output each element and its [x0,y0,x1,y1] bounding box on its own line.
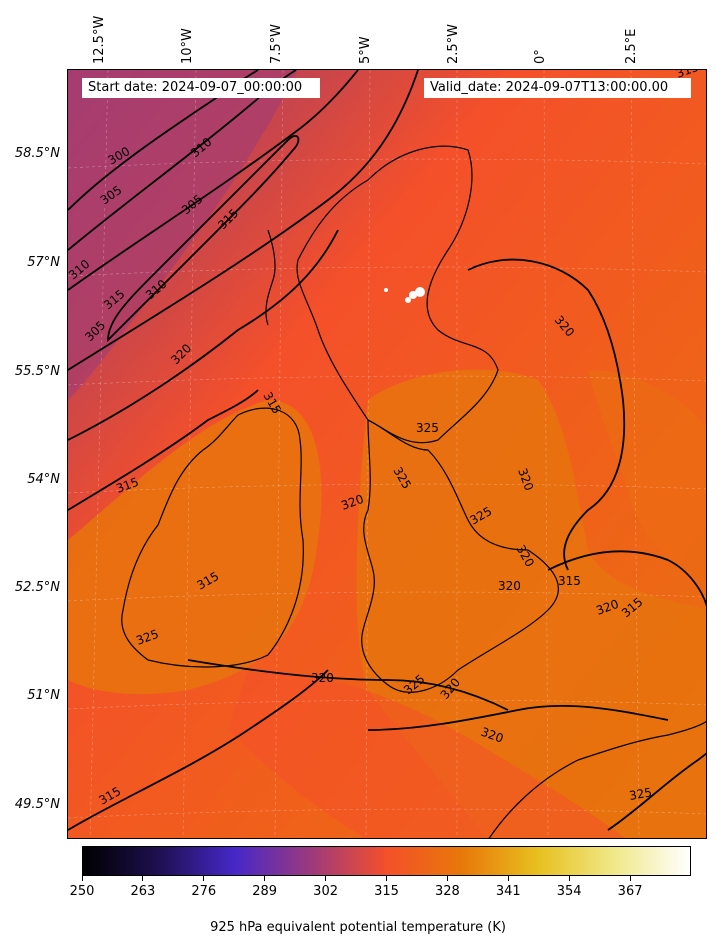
lat-label-51n: 51°N [27,688,60,703]
valid-date-label: Valid_date: 2024-09-07T13:00:00.00 [424,78,691,98]
england-wales-coast [361,419,559,693]
lon-label-7-5w: 7.5°W [269,23,284,64]
warm-sector-east [588,370,706,589]
colorbar-tick-label: 341 [495,884,521,899]
contour-315-east [547,550,706,607]
lat-label-55-5n: 55.5°N [14,364,60,379]
colorbar-tick [629,876,631,881]
colorbar-tick-label: 250 [69,884,95,899]
lat-label-52-5n: 52.5°N [14,580,60,595]
graticule [68,70,706,838]
colorbar-tick-label: 328 [434,884,460,899]
contour-310 [68,70,359,291]
lon-label-2-5e: 2.5°E [624,28,639,64]
lat-label-58-5n: 58.5°N [14,146,60,161]
colorbar-tick [264,876,266,881]
missing-data-patch [384,287,425,303]
colorbar-tick [81,876,83,881]
lon-label-2-5w: 2.5°W [446,23,461,64]
start-date-label: Start date: 2024-09-07_00:00:00 [82,78,320,98]
ireland-coast [121,407,304,668]
colorbar-tick-label: 367 [617,884,643,899]
colorbar [82,846,691,876]
contour-label: 315 [558,574,581,588]
contour-315-north [68,70,419,371]
contour-315-southwest [68,669,329,831]
colorbar-tick [142,876,144,881]
contour-305-loop [107,135,300,343]
contour-320-east [467,258,626,571]
contour-label: 320 [311,671,334,685]
map-panel: 315 300 310 305 305 315 310 310 315 305 … [67,69,707,839]
colorbar-tick [507,876,509,881]
colorbar-tick-label: 263 [130,884,156,899]
colorbar-tick [325,876,327,881]
colorbar-tick [446,876,448,881]
contour-label: 315 [674,70,700,81]
contour-315-ireland [68,389,259,511]
contour-325-france [607,752,706,831]
colorbar-tick [386,876,387,881]
lon-label-10w: 10°W [180,28,195,64]
colorbar-tick-label: 289 [252,884,278,899]
colorbar-tick-label: 276 [191,884,217,899]
warm-sector-ireland [68,400,322,695]
contour-320-channel-2 [367,704,669,731]
map-canvas: 315 300 310 305 305 315 310 310 315 305 … [68,70,706,838]
contour-320-channel [187,659,509,711]
lon-label-0: 0° [533,49,548,64]
lon-label-5w: 5°W [358,36,373,64]
colorbar-tick-label: 354 [556,884,582,899]
theta-e-contours [68,70,706,831]
contour-320 [68,229,339,441]
scotland-coast [296,145,499,444]
colorbar-tick-label: 315 [374,884,399,899]
contour-label: 325 [416,421,439,435]
lat-label-54n: 54°N [27,472,60,487]
cool-air-band [68,70,298,400]
france-coast [488,720,706,838]
colorbar-tick [568,876,570,881]
colorbar-tick [203,876,205,881]
lat-label-49-5n: 49.5°N [14,797,60,812]
colorbar-tick-label: 302 [313,884,338,899]
lat-label-57n: 57°N [27,255,60,270]
colorbar-title: 925 hPa equivalent potential temperature… [210,920,506,935]
contour-label: 320 [498,579,521,593]
contour-label: 325 [628,785,653,803]
warm-sector-britain [356,369,706,838]
lon-label-12-5w: 12.5°W [92,15,107,64]
